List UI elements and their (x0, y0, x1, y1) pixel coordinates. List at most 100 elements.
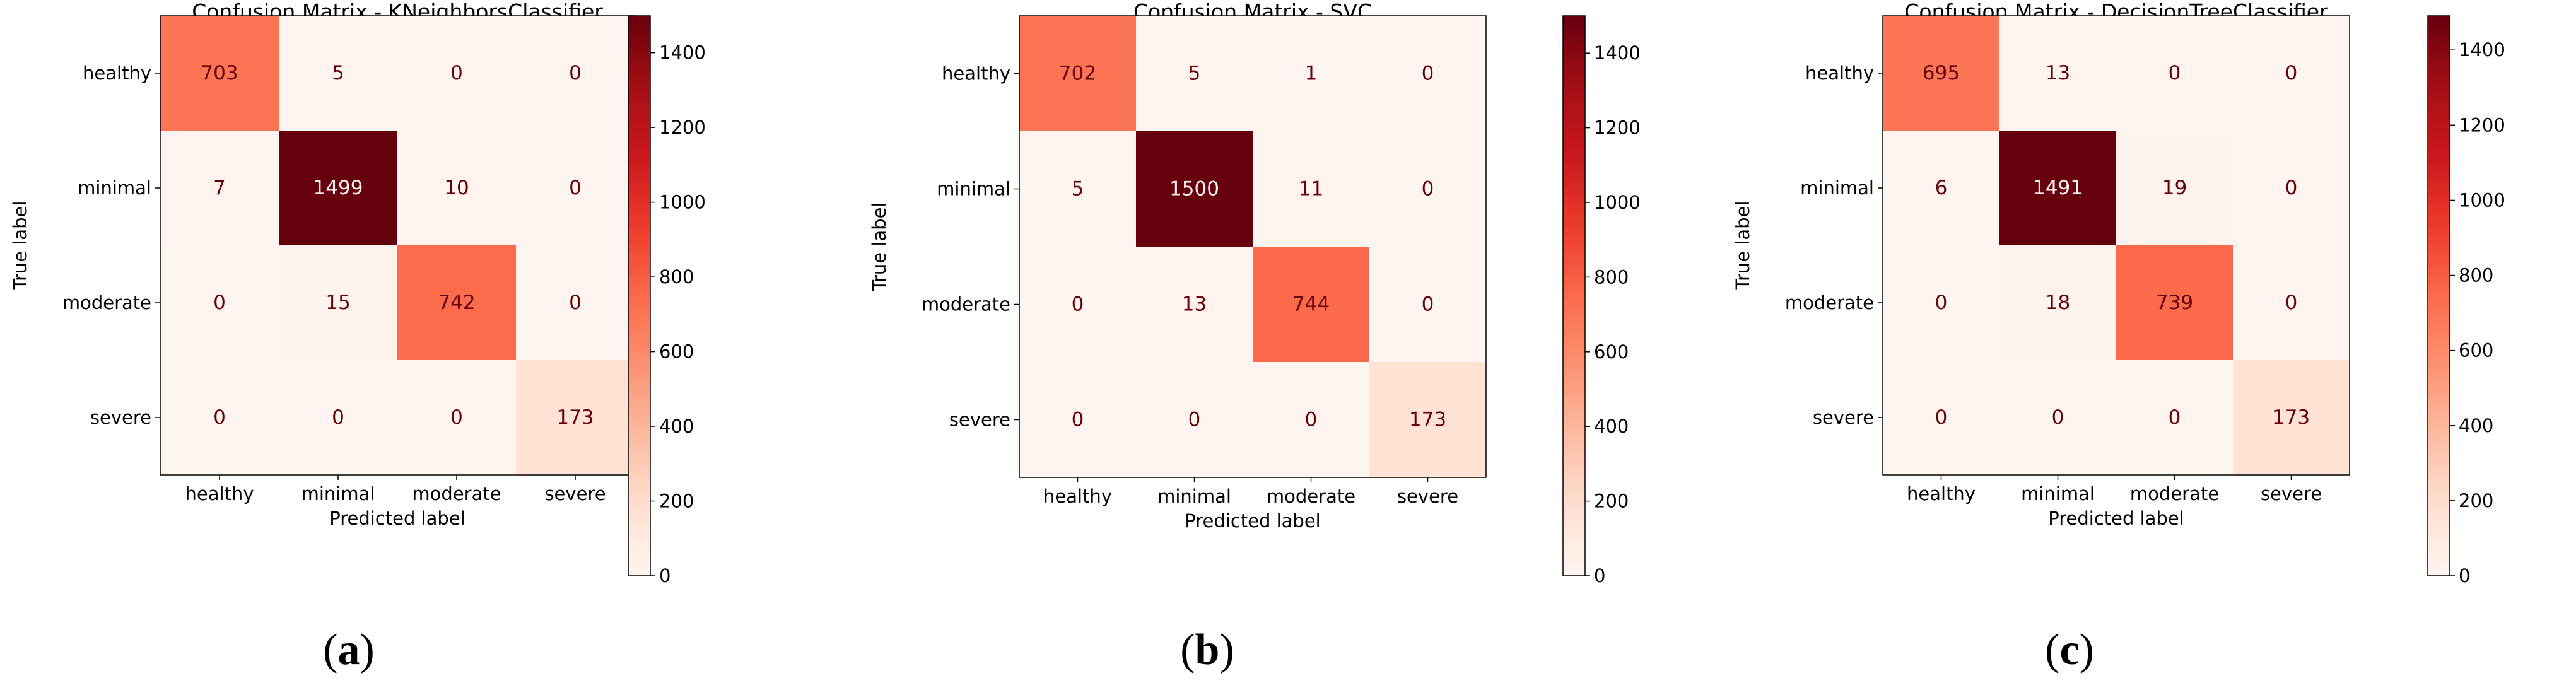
x-tick-label: healthy (1043, 486, 1112, 507)
matrix-cell (2233, 16, 2350, 131)
cell-value: 0 (1072, 293, 1084, 316)
cell-value: 10 (444, 177, 469, 199)
cell-value: 1491 (2033, 177, 2083, 199)
cell-value: 0 (1305, 409, 1318, 431)
cell-value: 739 (2156, 291, 2193, 314)
cell-value: 0 (213, 406, 226, 429)
colorbar-tick-label: 0 (1594, 565, 1605, 587)
cell-value: 1 (1305, 62, 1318, 85)
matrix-cell (279, 360, 397, 475)
x-tick-label: minimal (2021, 483, 2095, 505)
colorbar-tick-label: 1400 (1594, 42, 1641, 64)
colorbar-tick-label: 600 (1594, 341, 1629, 363)
cell-value: 0 (332, 406, 344, 429)
cell-value: 0 (2285, 291, 2298, 314)
matrix-cell (160, 360, 279, 475)
cell-value: 702 (1059, 62, 1096, 85)
matrix-cell (1019, 16, 1136, 131)
matrix-cell (1019, 247, 1136, 362)
matrix-cell (160, 131, 279, 245)
cell-value: 11 (1299, 178, 1323, 201)
cell-value: 13 (2046, 62, 2070, 85)
colorbar-tick-label: 400 (659, 416, 694, 437)
matrix-cell (2116, 16, 2233, 131)
cell-value: 15 (325, 291, 350, 314)
colorbar-tick-label: 1200 (659, 117, 706, 138)
colorbar-tick-label: 1400 (659, 42, 706, 64)
y-tick-label: moderate (922, 294, 1010, 315)
matrix-cell (1253, 131, 1369, 247)
matrix-cell (397, 360, 516, 475)
colorbar-tick-label: 1000 (659, 192, 706, 213)
matrix-cell (160, 16, 279, 131)
matrix-cell (1136, 16, 1253, 131)
matrix-cell (1136, 362, 1253, 477)
cell-value: 173 (2273, 406, 2310, 429)
cell-value: 0 (2285, 62, 2298, 85)
y-tick-label: severe (90, 407, 151, 428)
matrix-cell (516, 245, 635, 360)
x-tick-label: healthy (1907, 483, 1976, 505)
cell-value: 695 (1923, 62, 1960, 85)
y-axis-label: True label (9, 201, 31, 291)
y-tick-label: minimal (1800, 177, 1874, 199)
cell-value: 7 (213, 177, 226, 199)
matrix-cell (2116, 360, 2233, 475)
y-tick-label: severe (949, 409, 1010, 431)
matrix-cell (1019, 362, 1136, 477)
colorbar-tick-label: 400 (2459, 415, 2493, 436)
colorbar (1562, 15, 1586, 576)
cell-value: 0 (1422, 293, 1434, 316)
x-tick-label: moderate (1267, 486, 1355, 507)
colorbar-tick-label: 200 (2459, 490, 2493, 511)
matrix-cell (1369, 131, 1486, 247)
colorbar-tick-label: 1400 (2459, 39, 2505, 61)
colorbar-tick-label: 800 (2459, 265, 2493, 286)
matrix-cell (1369, 247, 1486, 362)
cell-value: 5 (1188, 62, 1201, 85)
colorbar-tick-label: 200 (1594, 491, 1629, 512)
cell-value: 0 (569, 177, 582, 199)
cell-value: 6 (1935, 177, 1948, 199)
matrix-cell (2233, 360, 2350, 475)
colorbar-tick-label: 400 (1594, 416, 1629, 437)
cell-value: 0 (569, 291, 582, 314)
y-tick-label: healthy (942, 63, 1010, 85)
subfigure-caption: (c) (2045, 626, 2094, 674)
cell-value: 0 (450, 406, 463, 429)
cell-value: 0 (450, 62, 463, 85)
colorbar (628, 15, 651, 576)
caption-letter: c (2059, 626, 2079, 674)
colorbar (2427, 15, 2450, 576)
y-tick-label: moderate (1785, 292, 1874, 313)
x-tick-label: minimal (302, 483, 375, 505)
matrix-cell (2116, 245, 2233, 360)
matrix-cell (397, 245, 516, 360)
colorbar-tick-label: 1000 (2459, 189, 2505, 211)
x-tick-label: severe (1397, 486, 1458, 507)
x-axis-label: Predicted label (1185, 510, 1321, 532)
cell-value: 0 (2285, 177, 2298, 199)
matrix-cell (279, 16, 397, 131)
matrix-cell (516, 131, 635, 245)
matrix-cell (1136, 131, 1253, 247)
cell-value: 5 (1072, 178, 1084, 201)
colorbar-tick-label: 800 (1594, 266, 1629, 288)
colorbar-tick-label: 200 (659, 491, 694, 512)
cell-value: 0 (2052, 406, 2064, 429)
x-tick-label: minimal (1157, 486, 1231, 507)
cell-value: 0 (213, 291, 226, 314)
caption-letter: a (338, 626, 360, 674)
matrix-cell (1999, 360, 2116, 475)
colorbar-tick-label: 0 (659, 565, 670, 587)
matrix-cell (2233, 131, 2350, 245)
cell-value: 703 (201, 62, 238, 85)
x-tick-label: healthy (185, 483, 254, 505)
cell-value: 0 (1188, 409, 1201, 431)
matrix-cell (397, 16, 516, 131)
matrix-cell (1136, 247, 1253, 362)
matrix-cell (516, 16, 635, 131)
confusion-matrix-panel-a: Confusion Matrix - KNeighborsClassifier7… (9, 0, 706, 674)
cell-value: 0 (1422, 62, 1434, 85)
